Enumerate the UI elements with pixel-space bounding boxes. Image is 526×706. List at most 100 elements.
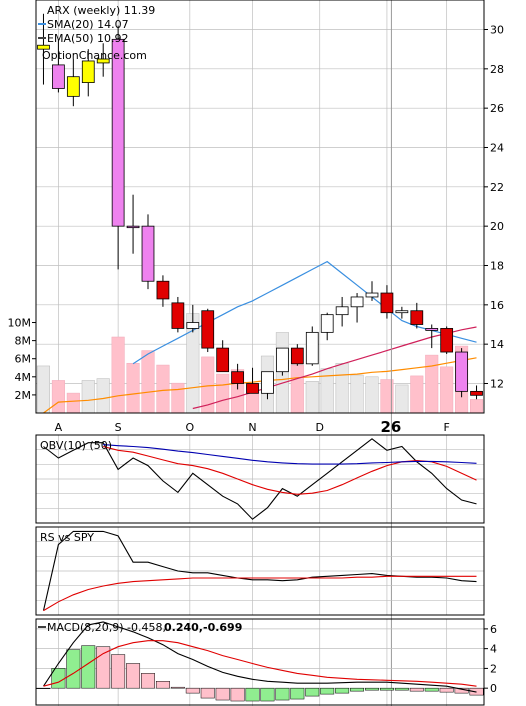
candle-body [246, 383, 259, 394]
month-label: O [185, 421, 194, 434]
macd-histogram-bar [141, 673, 155, 689]
volume-bar [335, 362, 349, 414]
candle-body [141, 225, 155, 282]
volume-bar [305, 381, 319, 414]
macd-histogram-bar [170, 686, 185, 689]
candle-body [126, 225, 140, 229]
volume-bar [66, 392, 80, 414]
macd-histogram-bar [126, 663, 141, 689]
candle-body [395, 310, 409, 314]
candle-body [350, 296, 364, 308]
year-label: 26 [380, 418, 401, 436]
obv-line [43, 438, 477, 520]
candle-body [290, 347, 304, 365]
volume-tick-label: 8M [15, 335, 32, 348]
volume-bar [111, 336, 125, 414]
candle-body [305, 331, 319, 365]
volume-bar [141, 350, 155, 414]
candle-body [37, 44, 50, 50]
macd-histogram-bar [260, 687, 275, 702]
month-label: D [315, 421, 323, 434]
macd-histogram-bar [81, 645, 96, 689]
macd-histogram-bar [36, 687, 51, 689]
macd-histogram-bar [155, 681, 170, 689]
macd-tick-label: 0 [490, 682, 497, 695]
obv-title: OBV(10) (50) [40, 439, 112, 452]
volume-tick-label: 4M [15, 371, 32, 384]
macd-histogram-bar [365, 687, 379, 691]
candle-body [81, 60, 95, 84]
volume-bar [171, 382, 185, 414]
candle-body [320, 314, 334, 333]
candle-body [455, 351, 468, 392]
macd-histogram-bar [111, 654, 126, 689]
price-tick-label: 16 [490, 299, 504, 312]
candle-body [365, 292, 379, 298]
volume-tick-label: 6M [15, 353, 32, 366]
macd-histogram-bar [350, 687, 365, 692]
price-tick-label: 22 [490, 181, 504, 194]
macd-histogram-bar [305, 687, 320, 697]
macd-histogram-bar [320, 687, 335, 695]
price-tick-label: 12 [490, 378, 504, 391]
candle-body [440, 328, 454, 353]
macd-tick-label: 4 [490, 643, 497, 656]
volume-average-line [43, 357, 477, 414]
candle-body [171, 302, 185, 329]
candle-body [425, 328, 439, 331]
volume-bar [96, 378, 110, 414]
macd-histogram-bar [335, 687, 350, 694]
volume-bar [216, 373, 230, 414]
volume-bar [126, 362, 140, 414]
volume-tick-label: 2M [15, 389, 32, 402]
month-label: S [115, 421, 122, 434]
volume-bar [365, 376, 379, 414]
candle-body [52, 64, 65, 89]
candle-body [335, 306, 349, 316]
rs-frame [35, 526, 485, 616]
legend-label: EMA(50) 10.92 [47, 32, 129, 45]
obv-frame [35, 434, 485, 524]
macd-hist-value: -0.699 [203, 621, 242, 634]
candle-body [276, 347, 289, 373]
macd-histogram-bar [409, 687, 424, 692]
candle-body [66, 76, 80, 97]
macd-line [43, 621, 477, 693]
macd-tick-label: 6 [490, 623, 497, 636]
volume-bar [350, 374, 364, 414]
price-tick-label: 30 [490, 24, 504, 37]
macd-histogram-bar [394, 687, 409, 691]
volume-bar [156, 364, 170, 414]
macd-histogram-bar [275, 687, 290, 701]
rs-line [43, 575, 477, 612]
month-label: A [55, 421, 63, 434]
price-tick-label: 28 [490, 63, 504, 76]
macd-tick-label: 2 [490, 662, 497, 675]
candle-body [470, 390, 483, 396]
volume-bar [36, 365, 50, 414]
price-tick-label: 20 [490, 220, 504, 233]
legend-label: SMA(20) 14.07 [47, 18, 129, 31]
candle-body [261, 371, 274, 394]
candle-body [231, 371, 244, 384]
volume-bar [395, 384, 409, 414]
price-tick-label: 14 [490, 338, 504, 351]
candle-body [156, 280, 170, 300]
volume-tick-label: 10M [8, 317, 32, 330]
price-title: ARX (weekly) 11.39 [47, 4, 155, 17]
candle-body [380, 292, 394, 314]
macd-histogram-bar [245, 687, 260, 702]
volume-bar [81, 380, 95, 414]
macd-histogram-bar [66, 649, 81, 689]
month-label: N [248, 421, 256, 434]
candle-body [216, 347, 230, 373]
macd-histogram-bar [185, 687, 200, 694]
obv-line [103, 444, 477, 465]
candle-body [111, 38, 125, 227]
price-tick-label: 24 [490, 142, 504, 155]
price-frame [35, 0, 485, 414]
macd-histogram-bar [290, 687, 305, 700]
macd-histogram-bar [379, 687, 394, 691]
sma20-line [132, 260, 477, 365]
candle-body [186, 322, 200, 329]
